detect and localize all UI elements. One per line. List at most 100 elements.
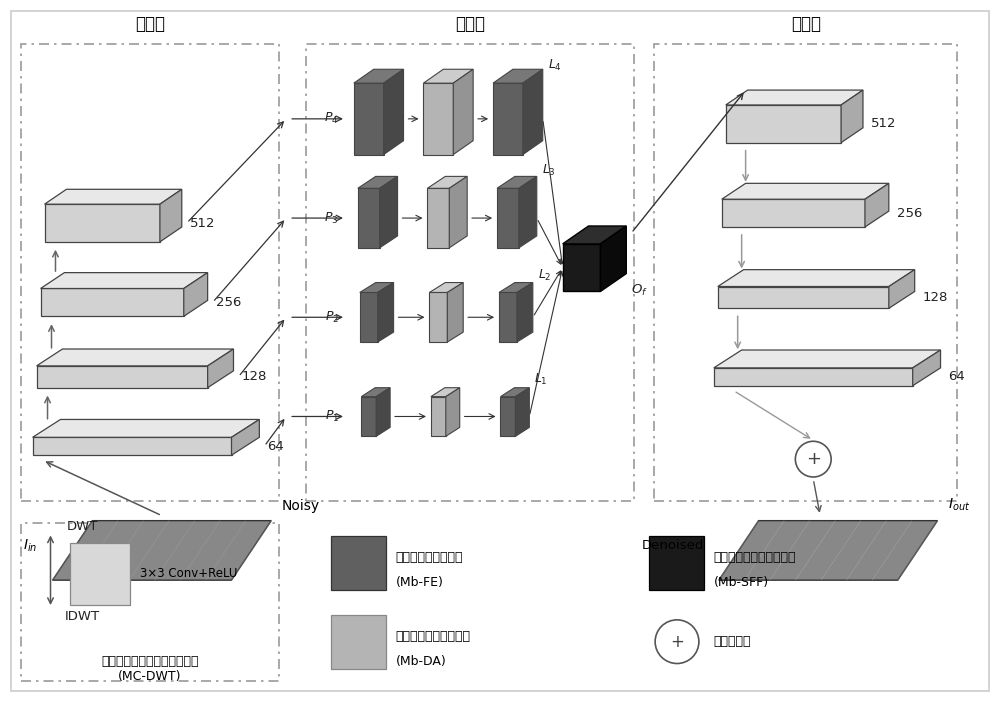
Polygon shape: [500, 397, 515, 437]
Polygon shape: [523, 69, 543, 154]
Text: 多频带分解注意力模块: 多频带分解注意力模块: [396, 630, 471, 643]
Text: $P_4$: $P_4$: [324, 112, 339, 126]
Text: 多频带特征增强模块: 多频带特征增强模块: [396, 551, 463, 564]
Text: $L_2$: $L_2$: [538, 267, 551, 282]
Polygon shape: [563, 226, 626, 244]
Polygon shape: [726, 105, 841, 143]
Polygon shape: [841, 90, 863, 143]
Polygon shape: [517, 282, 533, 342]
Polygon shape: [45, 204, 160, 242]
Polygon shape: [41, 272, 208, 289]
Polygon shape: [33, 420, 259, 437]
Text: $L_4$: $L_4$: [548, 58, 562, 73]
Polygon shape: [376, 388, 390, 437]
Polygon shape: [431, 397, 446, 437]
Polygon shape: [384, 69, 404, 154]
Text: 256: 256: [897, 206, 922, 220]
Polygon shape: [354, 69, 404, 83]
FancyBboxPatch shape: [11, 11, 989, 691]
Polygon shape: [45, 190, 182, 204]
Polygon shape: [37, 366, 208, 388]
Text: 多尺度级联离散小波变换结构
(MC-DWT): 多尺度级联离散小波变换结构 (MC-DWT): [101, 656, 199, 684]
Polygon shape: [361, 397, 376, 437]
Text: $I_{out}$: $I_{out}$: [948, 496, 970, 512]
Text: +: +: [806, 450, 821, 468]
Polygon shape: [497, 176, 537, 188]
Text: (Mb-FE): (Mb-FE): [396, 576, 443, 589]
Text: $O_f$: $O_f$: [631, 282, 648, 298]
Polygon shape: [423, 83, 453, 154]
Text: 64: 64: [948, 370, 965, 383]
Polygon shape: [358, 188, 380, 248]
Text: 128: 128: [241, 370, 267, 383]
Polygon shape: [380, 176, 398, 248]
Text: 3×3 Conv+ReLU: 3×3 Conv+ReLU: [140, 567, 237, 580]
Polygon shape: [515, 388, 529, 437]
Polygon shape: [714, 368, 913, 385]
Polygon shape: [232, 420, 259, 455]
Polygon shape: [519, 176, 537, 248]
Polygon shape: [208, 349, 233, 388]
Polygon shape: [600, 226, 626, 291]
Polygon shape: [719, 521, 938, 580]
Polygon shape: [360, 282, 394, 293]
Text: 解码器: 解码器: [791, 15, 821, 32]
Polygon shape: [429, 293, 447, 342]
Polygon shape: [160, 190, 182, 242]
Polygon shape: [427, 188, 449, 248]
Polygon shape: [41, 289, 184, 317]
Text: $P_1$: $P_1$: [325, 409, 339, 424]
Polygon shape: [52, 521, 271, 580]
Polygon shape: [423, 69, 473, 83]
Text: (Mb-SFF): (Mb-SFF): [714, 576, 769, 589]
Text: IDWT: IDWT: [65, 610, 100, 623]
Polygon shape: [499, 282, 533, 293]
Polygon shape: [184, 272, 208, 317]
Text: 子网络: 子网络: [455, 15, 485, 32]
Text: Noisy: Noisy: [281, 498, 319, 512]
Polygon shape: [378, 282, 394, 342]
Text: 多频带选择特征融合模块: 多频带选择特征融合模块: [714, 551, 796, 564]
Text: 逐像素相加: 逐像素相加: [714, 635, 751, 648]
FancyBboxPatch shape: [70, 543, 130, 605]
Text: $P_3$: $P_3$: [324, 211, 339, 225]
Polygon shape: [913, 350, 941, 385]
Text: 64: 64: [267, 439, 284, 453]
Polygon shape: [453, 69, 473, 154]
Polygon shape: [889, 270, 915, 308]
Polygon shape: [427, 176, 467, 188]
Polygon shape: [714, 350, 941, 368]
Polygon shape: [493, 69, 543, 83]
Polygon shape: [865, 183, 889, 227]
Polygon shape: [722, 199, 865, 227]
Text: 512: 512: [190, 216, 215, 230]
Text: $I_{in}$: $I_{in}$: [23, 537, 38, 554]
Polygon shape: [358, 176, 398, 188]
Polygon shape: [360, 293, 378, 342]
Polygon shape: [37, 349, 233, 366]
Polygon shape: [718, 270, 915, 286]
Text: DWT: DWT: [67, 519, 98, 533]
Polygon shape: [447, 282, 463, 342]
Polygon shape: [361, 388, 390, 397]
Text: 256: 256: [216, 296, 241, 309]
FancyBboxPatch shape: [649, 536, 704, 590]
Polygon shape: [497, 188, 519, 248]
Polygon shape: [493, 83, 523, 154]
FancyBboxPatch shape: [331, 615, 386, 670]
Polygon shape: [718, 286, 889, 308]
Text: (Mb-DA): (Mb-DA): [396, 655, 446, 668]
Polygon shape: [726, 90, 863, 105]
Polygon shape: [354, 83, 384, 154]
Polygon shape: [500, 388, 529, 397]
Text: Denoised: Denoised: [641, 539, 704, 552]
Polygon shape: [722, 183, 889, 199]
Text: $P_2$: $P_2$: [325, 310, 339, 325]
Polygon shape: [449, 176, 467, 248]
Text: $L_1$: $L_1$: [534, 371, 548, 387]
FancyBboxPatch shape: [331, 536, 386, 590]
Text: 编码器: 编码器: [135, 15, 165, 32]
Text: 128: 128: [923, 291, 948, 304]
Text: $L_3$: $L_3$: [542, 164, 556, 178]
Polygon shape: [563, 244, 600, 291]
